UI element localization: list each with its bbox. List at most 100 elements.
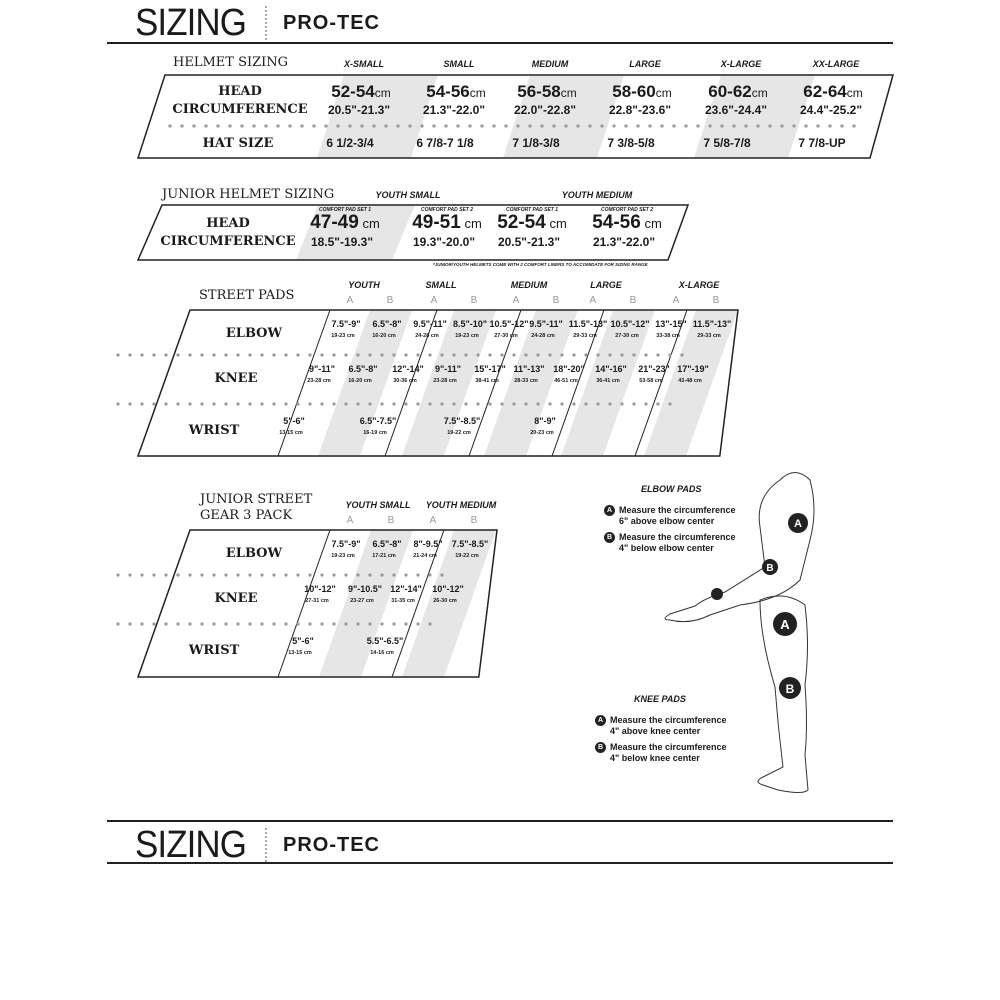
dot-separator (756, 124, 760, 128)
hat-size: 6 1/2-3/4 (326, 136, 374, 150)
shaded-column (503, 75, 624, 158)
shaded-column (317, 75, 438, 158)
ab-label: B (386, 295, 394, 306)
dot-separator (192, 124, 196, 128)
dot-separator (540, 124, 544, 128)
dot-separator (200, 353, 204, 357)
dot-separator (632, 402, 636, 406)
knee-cm: 27-31 cm (305, 598, 329, 604)
dot-separator (732, 124, 736, 128)
dot-separator (668, 402, 672, 406)
dot-separator (128, 353, 132, 357)
knee-cm: 38-41 cm (475, 378, 499, 384)
dot-separator (152, 573, 156, 577)
knee-inch: 9"-11" (434, 364, 462, 374)
dot-separator (296, 402, 300, 406)
dot-separator (828, 124, 832, 128)
dot-separator (168, 124, 172, 128)
dot-separator (248, 402, 252, 406)
text: 4" below elbow center (619, 543, 714, 553)
knee-inch: 18"-20" (553, 364, 585, 374)
elbow-inch: 7.5"-9" (331, 319, 361, 329)
knee-cm: 23-28 cm (433, 378, 457, 384)
dot-separator (264, 124, 268, 128)
dot-separator (452, 402, 456, 406)
dot-separator (380, 402, 384, 406)
dot-separator (668, 353, 672, 357)
dot-separator (212, 573, 216, 577)
shaded-column (318, 310, 412, 456)
ab-label: A (589, 295, 597, 306)
wrist-inch: 5"-6" (283, 416, 305, 426)
size-label: SMALL (425, 280, 457, 290)
wrist-cm: 13-15 cm (279, 430, 303, 436)
dot-separator (416, 622, 420, 626)
head-cm: 47-49 cm (310, 212, 380, 233)
dot-separator (176, 402, 180, 406)
header-title: SIZING (135, 2, 247, 44)
dot-separator (260, 622, 264, 626)
size-divider (551, 309, 605, 457)
wrist-cm: 14-16 cm (370, 650, 394, 656)
dot-separator (296, 573, 300, 577)
dot-separator (552, 124, 556, 128)
dot-separator (680, 353, 684, 357)
badge-b: B (604, 532, 615, 543)
elbow-cm: 16-20 cm (372, 333, 396, 339)
dot-separator (140, 402, 144, 406)
dot-separator (536, 402, 540, 406)
size-label: SMALL (443, 59, 475, 69)
wrist-cm: 16-19 cm (363, 430, 387, 436)
size-youth-medium: YOUTH MEDIUM (561, 190, 633, 200)
dot-separator (428, 402, 432, 406)
dot-separator (500, 353, 504, 357)
badge-a: A (604, 505, 615, 516)
size-label: XX-LARGE (812, 59, 860, 69)
dot-separator (188, 622, 192, 626)
size-divider (391, 529, 445, 678)
dot-separator (128, 573, 132, 577)
elbow-cm: 21-24 cm (413, 553, 437, 559)
dot-separator (332, 573, 336, 577)
elbow-inch: 11.5"-13" (568, 319, 608, 329)
knee-cm: 53-58 cm (639, 378, 663, 384)
wrist-cm: 19-22 cm (447, 430, 471, 436)
dot-separator (116, 573, 120, 577)
dot-separator (140, 573, 144, 577)
dot-separator (512, 353, 516, 357)
hat-size: 7 3/8-5/8 (607, 136, 655, 150)
dot-separator (152, 353, 156, 357)
brand-logo: PRO-TEC (283, 834, 380, 856)
dot-separator (164, 353, 168, 357)
dot-separator (492, 124, 496, 128)
comfort-pad-label: COMFORT PAD SET 1 (318, 207, 372, 213)
dot-separator (444, 124, 448, 128)
dot-separator (116, 402, 120, 406)
elbow-cm: 19-23 cm (331, 553, 355, 559)
knee-cm: 28-33 cm (514, 378, 538, 384)
ab-label: B (552, 295, 560, 306)
elbow-inch: 10.5"-12" (610, 319, 650, 329)
dot-separator (260, 573, 264, 577)
size-label: LARGE (629, 59, 661, 69)
knee-b-instruction: B Measure the circumference 4" below knee … (595, 742, 727, 764)
dot-separator (804, 124, 808, 128)
head-inch: 22.8"-23.6" (608, 103, 672, 117)
head-cm: 52-54 cm (497, 212, 567, 233)
dot-separator (228, 124, 232, 128)
dot-separator (372, 124, 376, 128)
elbow-cm: 27-30 cm (615, 333, 639, 339)
knee-inch: 10"-12" (432, 584, 464, 594)
wrist-inch: 7.5"-8.5" (443, 416, 481, 426)
dot-separator (624, 124, 628, 128)
dot-separator (216, 124, 220, 128)
junior-street-title: JUNIOR STREET (200, 492, 313, 507)
text: Measure the circumference (619, 532, 736, 542)
dot-separator (152, 402, 156, 406)
dot-separator (404, 573, 408, 577)
dot-separator (584, 402, 588, 406)
shaded-column (694, 75, 815, 158)
elbow-cm: 27-30 cm (494, 333, 518, 339)
dot-separator (368, 353, 372, 357)
